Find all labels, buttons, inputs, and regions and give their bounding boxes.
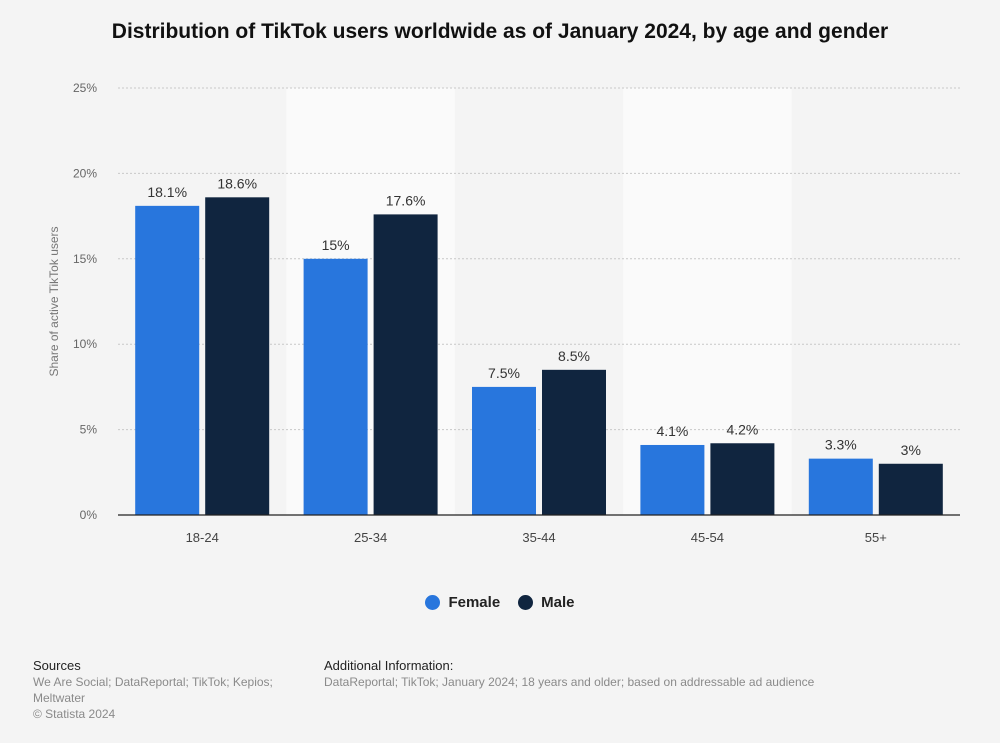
data-label: 18.1% [147, 184, 187, 200]
x-tick-label: 45-54 [691, 530, 724, 545]
bar-male [373, 214, 438, 515]
copyright-line: © Statista 2024 [33, 707, 116, 721]
legend-label-male: Male [541, 594, 575, 611]
legend-swatch-male [518, 595, 534, 610]
data-label: 4.1% [656, 423, 688, 439]
sources-block: Sources We Are Social; DataReportal; Tik… [33, 658, 293, 722]
bar-female [640, 444, 705, 515]
chart-legend: Female Male [0, 594, 1000, 611]
sources-heading[interactable]: Sources [33, 658, 81, 673]
x-tick-label: 25-34 [354, 530, 387, 545]
bar-male [205, 197, 270, 515]
y-tick-label: 10% [73, 337, 97, 351]
x-tick-label: 18-24 [186, 530, 219, 545]
data-label: 3.3% [825, 437, 857, 453]
x-tick-label: 55+ [865, 530, 887, 545]
y-tick-label: 5% [80, 423, 98, 437]
data-label: 18.6% [217, 175, 257, 191]
y-axis-label: Share of active TikTok users [47, 226, 61, 376]
bar-male [710, 443, 775, 515]
legend-item-female[interactable]: Female [425, 594, 500, 611]
x-tick-label: 35-44 [522, 530, 555, 545]
y-tick-label: 0% [80, 508, 98, 522]
data-label: 15% [322, 237, 350, 253]
bar-female [303, 258, 368, 515]
data-label: 8.5% [558, 348, 590, 364]
bar-female [472, 386, 536, 515]
data-label: 17.6% [386, 192, 426, 208]
y-tick-label: 15% [73, 252, 97, 266]
additional-info-heading[interactable]: Additional Information: [324, 658, 454, 673]
data-label: 7.5% [488, 365, 520, 381]
data-label: 4.2% [726, 421, 758, 437]
bar-male [542, 369, 606, 515]
chart-title: Distribution of TikTok users worldwide a… [111, 20, 889, 43]
additional-info-text: DataReportal; TikTok; January 2024; 18 y… [324, 675, 815, 689]
legend-swatch-female [425, 595, 441, 610]
legend-label-female: Female [448, 594, 501, 611]
bar-male [878, 463, 943, 515]
sources-line: Meltwater [33, 691, 86, 705]
y-tick-label: 25% [73, 81, 97, 95]
bar-female [135, 205, 200, 516]
y-tick-label: 20% [73, 166, 97, 180]
data-label: 3% [901, 442, 921, 458]
legend-item-male[interactable]: Male [518, 594, 575, 611]
sources-line: We Are Social; DataReportal; TikTok; Kep… [33, 675, 273, 689]
category-band [792, 88, 960, 515]
bar-female [808, 458, 873, 515]
additional-info-block: Additional Information: DataReportal; Ti… [324, 658, 964, 690]
